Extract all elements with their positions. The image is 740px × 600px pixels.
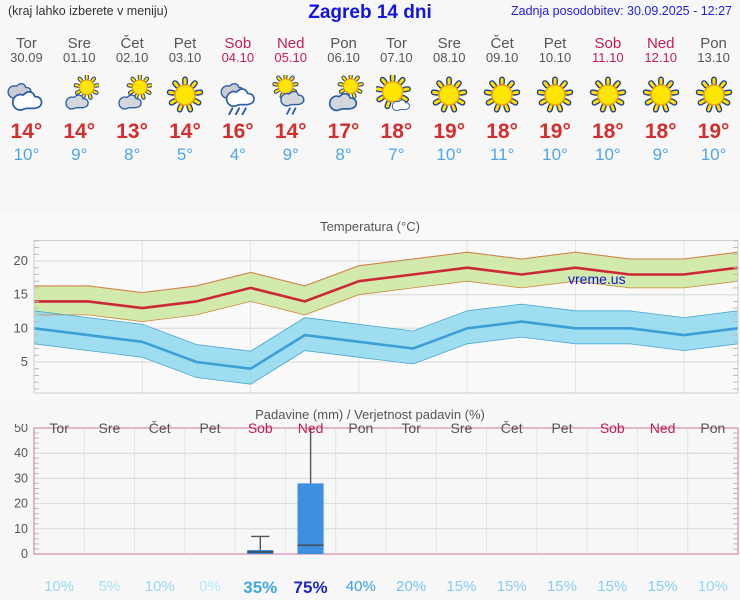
svg-text:0: 0 — [21, 547, 28, 561]
svg-text:20: 20 — [14, 497, 28, 511]
svg-text:30: 30 — [14, 471, 28, 485]
svg-text:15: 15 — [14, 287, 28, 302]
svg-text:20: 20 — [14, 253, 28, 268]
svg-text:10: 10 — [14, 522, 28, 536]
svg-text:40: 40 — [14, 446, 28, 460]
svg-text:vreme.us: vreme.us — [568, 271, 626, 287]
svg-text:5: 5 — [21, 354, 28, 369]
svg-text:10: 10 — [14, 320, 28, 335]
